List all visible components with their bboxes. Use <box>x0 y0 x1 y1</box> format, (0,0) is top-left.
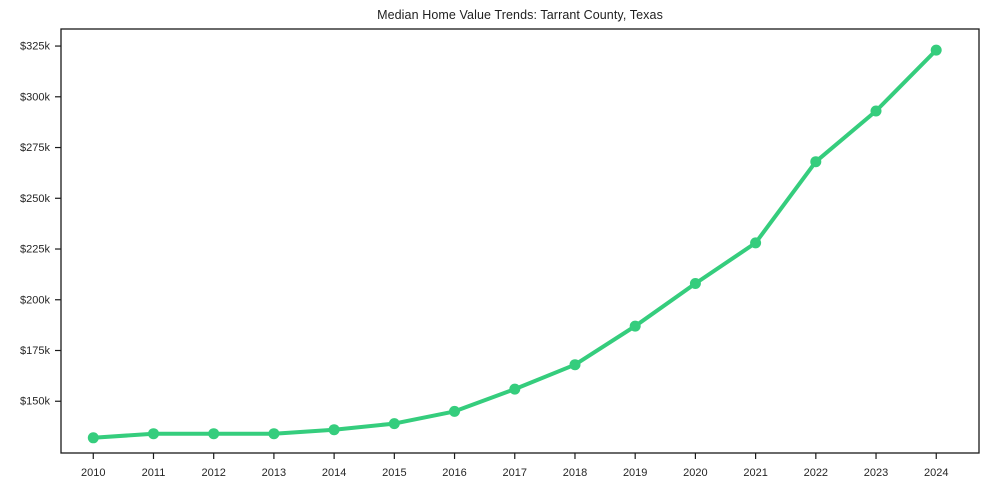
data-point-2024 <box>930 44 942 56</box>
data-point-2019 <box>629 320 641 332</box>
x-tick-label: 2024 <box>924 467 948 479</box>
x-tick-label: 2019 <box>623 467 647 479</box>
x-tick-label: 2020 <box>683 467 707 479</box>
y-tick-label: $200k <box>20 294 50 306</box>
data-point-2015 <box>388 418 400 430</box>
chart-title: Median Home Value Trends: Tarrant County… <box>377 8 663 22</box>
x-tick-label: 2012 <box>201 467 225 479</box>
x-tick-label: 2017 <box>503 467 527 479</box>
y-tick-label: $250k <box>20 193 50 205</box>
data-point-2013 <box>268 428 280 440</box>
plot-frame <box>60 28 980 454</box>
x-tick-label: 2014 <box>322 467 346 479</box>
data-point-2014 <box>328 424 340 436</box>
trend-line <box>91 48 939 440</box>
data-point-2023 <box>870 105 882 117</box>
data-point-2020 <box>689 278 701 289</box>
x-tick-label: 2013 <box>262 467 286 479</box>
x-tick-label: 2010 <box>81 467 105 479</box>
data-point-2018 <box>569 359 581 371</box>
x-tick-label: 2021 <box>743 467 767 479</box>
x-tick-label: 2022 <box>804 467 828 479</box>
y-tick-label: $225k <box>20 244 50 256</box>
data-point-2011 <box>148 428 159 440</box>
data-point-2010 <box>87 432 99 444</box>
y-tick-label: $150k <box>20 396 50 408</box>
x-tick-label: 2018 <box>563 467 587 479</box>
x-tick-label: 2016 <box>442 467 466 479</box>
data-point-2012 <box>208 428 220 440</box>
data-point-2021 <box>750 237 762 249</box>
x-tick-label: 2023 <box>864 467 888 479</box>
y-tick-label: $300k <box>20 91 50 103</box>
x-tick-label: 2015 <box>382 467 406 479</box>
data-point-2016 <box>449 405 460 417</box>
data-point-2017 <box>509 383 521 395</box>
x-tick-label: 2011 <box>142 467 166 479</box>
y-tick-label: $175k <box>20 345 50 357</box>
y-tick-label: $325k <box>20 41 50 53</box>
data-point-2022 <box>810 156 822 168</box>
y-tick-label: $275k <box>20 142 50 154</box>
